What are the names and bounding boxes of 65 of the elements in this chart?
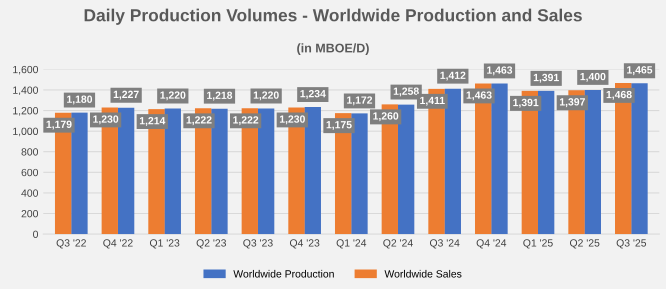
x-tick-label: Q3 '22	[56, 239, 86, 248]
data-label: 1,234	[300, 90, 326, 99]
data-label: 1,400	[580, 72, 606, 82]
x-tick-label: Q1 '24	[336, 239, 366, 248]
bar	[304, 107, 321, 234]
y-tick-label: 1,600	[13, 66, 38, 74]
bar	[631, 83, 648, 234]
x-tick-label: Q2 '25	[570, 239, 600, 248]
bar	[584, 90, 601, 234]
data-label: 1,230	[280, 115, 305, 124]
chart-subtitle: (in MBOE/D)	[297, 43, 369, 55]
x-tick-label: Q2 '24	[383, 239, 413, 248]
data-label: 1,391	[513, 98, 538, 108]
data-label: 1,220	[160, 91, 186, 100]
x-tick-label: Q4 '24	[476, 239, 506, 248]
data-label: 1,463	[487, 66, 512, 76]
bar	[71, 112, 88, 234]
x-tick-label: Q4 '22	[103, 239, 133, 248]
data-label: 1,214	[140, 117, 166, 126]
y-tick-label: 1,400	[13, 86, 38, 96]
data-label: 1,465	[627, 66, 652, 76]
y-tick-label: 400	[21, 189, 38, 197]
data-label: 1,179	[46, 120, 72, 130]
data-label: 1,230	[93, 115, 118, 124]
data-label: 1,411	[420, 96, 445, 106]
x-tick-label: Q1 '25	[523, 239, 553, 248]
bar	[398, 104, 414, 234]
x-tick-label: Q3 '23	[243, 239, 273, 248]
bar	[351, 113, 368, 234]
legend-label: Worldwide Production	[233, 270, 334, 278]
bar	[118, 108, 134, 234]
data-label: 1,180	[67, 96, 92, 104]
x-tick-label: Q1 '23	[150, 239, 180, 248]
data-label: 1,218	[207, 92, 232, 100]
data-label: 1,172	[347, 96, 372, 106]
y-tick-label: 0	[33, 230, 38, 238]
data-label: 1,227	[114, 90, 139, 100]
data-label: 1,412	[440, 72, 466, 81]
data-label: 1,260	[373, 112, 398, 122]
y-tick-label: 800	[22, 148, 38, 156]
bar	[211, 108, 228, 234]
data-label: 1,463	[466, 91, 492, 100]
y-tick-label: 200	[22, 210, 38, 218]
bar	[444, 88, 461, 234]
data-label: 1,397	[560, 98, 585, 108]
chart-title: Daily Production Volumes - Worldwide Production and Sales	[84, 8, 582, 25]
data-label: 1,258	[394, 87, 419, 96]
x-tick-label: Q2 '23	[196, 239, 226, 248]
legend-label: Worldwide Sales	[384, 270, 462, 278]
data-label: 1,222	[186, 116, 212, 126]
bar	[258, 108, 274, 234]
bar	[538, 90, 554, 234]
data-label: 1,175	[326, 121, 352, 130]
data-label: 1,220	[254, 91, 279, 100]
bar	[164, 108, 181, 234]
x-tick-label: Q3 '24	[430, 239, 460, 248]
data-label: 1,222	[233, 116, 258, 126]
x-tick-label: Q3 '25	[616, 239, 646, 248]
bar	[491, 83, 508, 234]
y-tick-label: 1,000	[13, 128, 38, 136]
data-label: 1,391	[534, 74, 559, 83]
y-tick-label: 600	[22, 168, 38, 176]
x-tick-label: Q4 '23	[290, 239, 320, 248]
data-label: 1,468	[606, 90, 632, 100]
y-tick-label: 1,200	[13, 107, 38, 116]
